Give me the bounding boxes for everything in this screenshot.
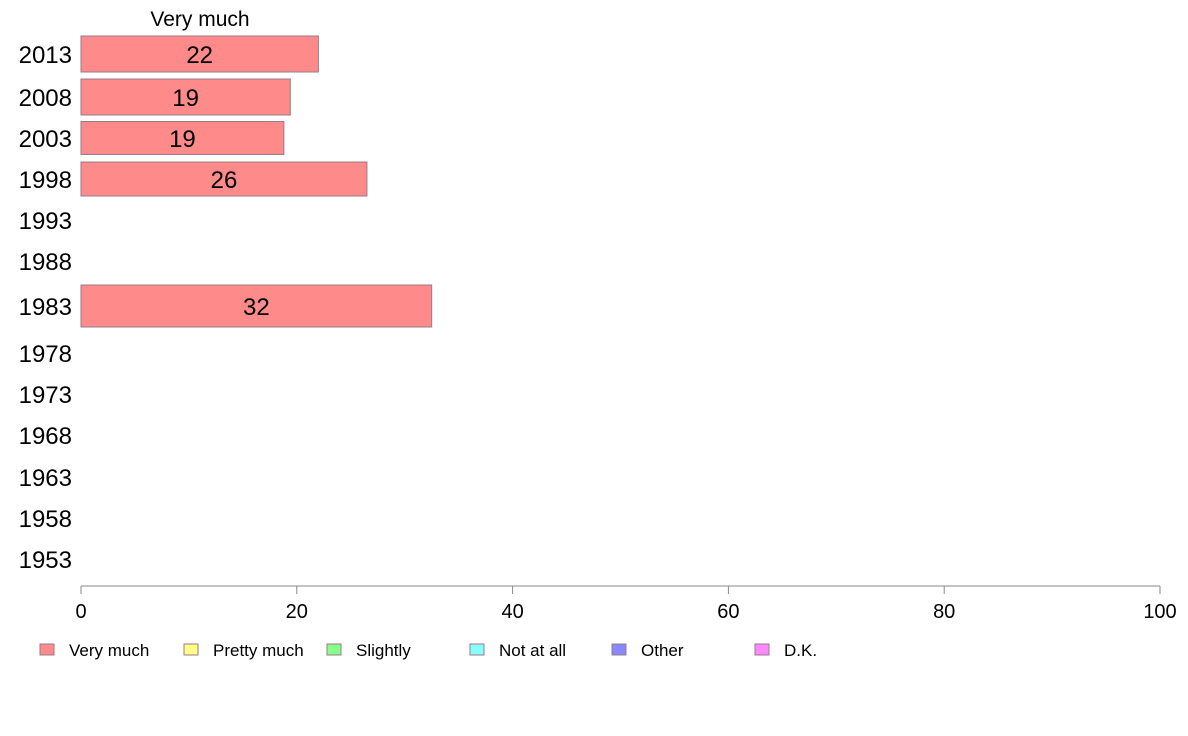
legend-swatch <box>611 643 627 656</box>
category-label: 1993 <box>19 208 72 235</box>
category-label: 1983 <box>19 294 72 321</box>
data-label: 26 <box>211 167 238 194</box>
legend-label: Pretty much <box>213 641 304 660</box>
column-header: Very much <box>150 8 249 31</box>
legend-label: Not at all <box>499 641 566 660</box>
category-label: 2013 <box>19 42 72 69</box>
category-label: 1978 <box>19 341 72 368</box>
data-label: 19 <box>169 126 196 153</box>
category-label: 2008 <box>19 85 72 112</box>
x-tick-label: 80 <box>933 601 955 623</box>
x-tick-label: 40 <box>501 601 523 623</box>
category-label: 1953 <box>19 547 72 574</box>
category-label: 1968 <box>19 423 72 450</box>
bar <box>80 78 291 116</box>
category-label: 2003 <box>19 126 72 153</box>
legend-swatch <box>326 643 342 656</box>
legend-label: Other <box>641 641 684 660</box>
legend-label: Very much <box>69 641 149 660</box>
legend-swatch <box>469 643 485 656</box>
data-label: 19 <box>172 85 199 112</box>
legend-swatch <box>39 643 55 656</box>
category-label: 1958 <box>19 506 72 533</box>
bar <box>80 284 433 328</box>
legend-label: D.K. <box>784 641 817 660</box>
legend-swatch <box>183 643 199 656</box>
data-label: 32 <box>243 294 270 321</box>
x-tick-label: 100 <box>1143 601 1176 623</box>
legend-swatch <box>754 643 770 656</box>
x-tick-label: 0 <box>75 601 86 623</box>
bar <box>80 161 368 197</box>
category-label: 1973 <box>19 382 72 409</box>
category-label: 1988 <box>19 249 72 276</box>
data-label: 22 <box>186 42 213 69</box>
category-label: 1963 <box>19 465 72 492</box>
x-tick-label: 60 <box>717 601 739 623</box>
category-label: 1998 <box>19 167 72 194</box>
bar <box>80 121 285 155</box>
bar <box>80 35 319 73</box>
x-tick-label: 20 <box>286 601 308 623</box>
legend-label: Slightly <box>356 641 411 660</box>
